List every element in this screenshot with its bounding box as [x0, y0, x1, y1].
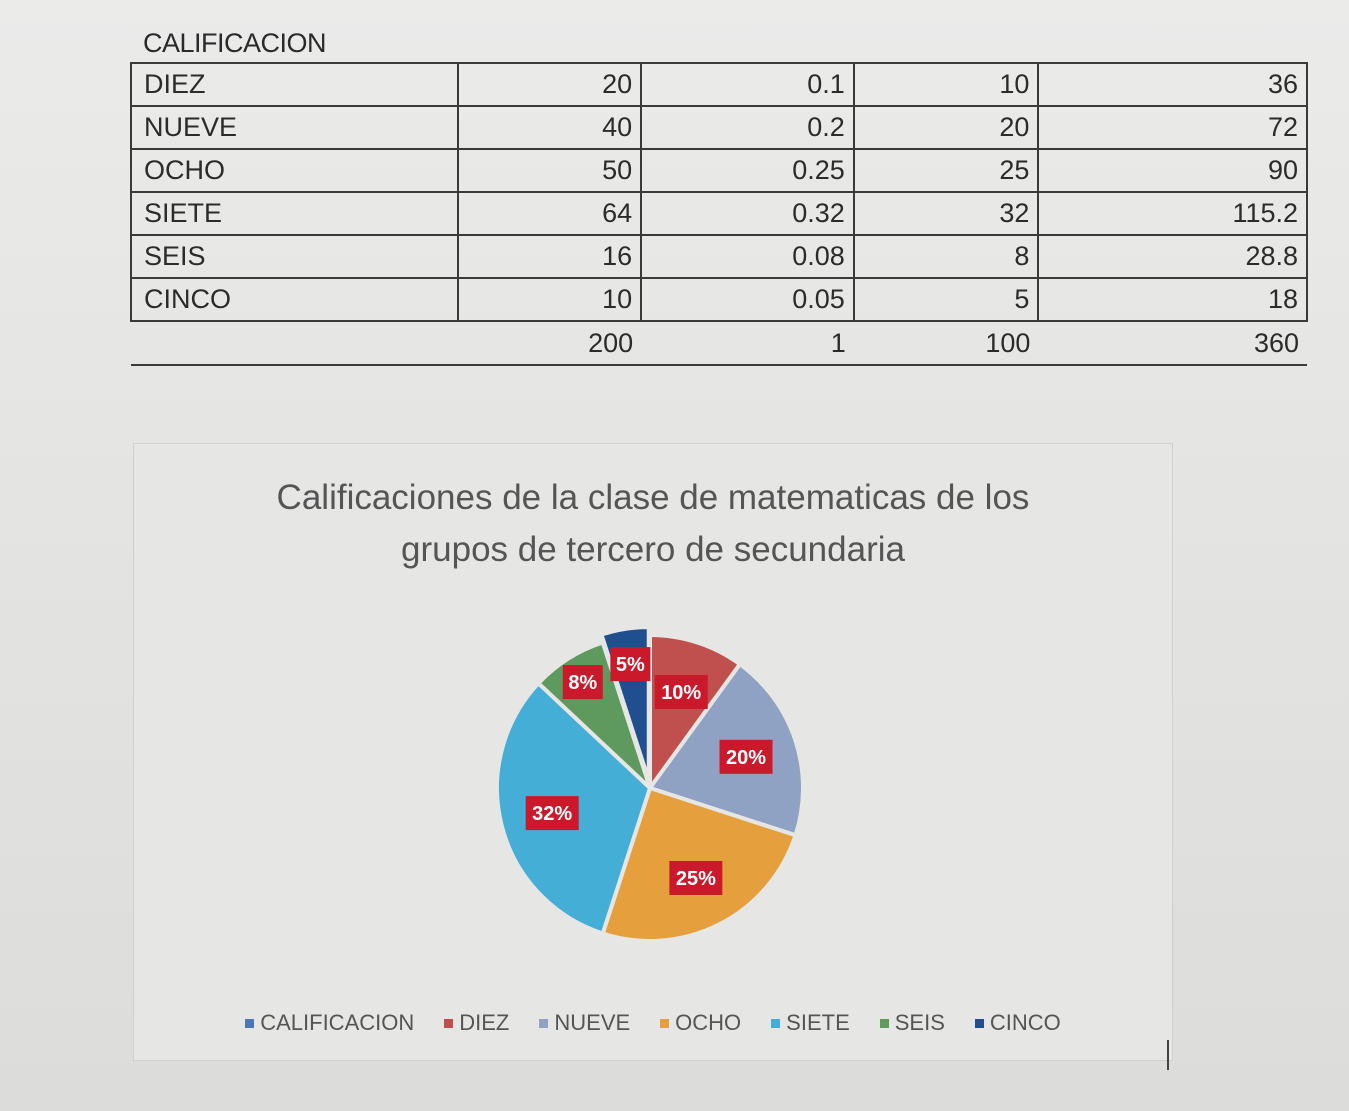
legend-label: SEIS — [894, 1010, 945, 1035]
table-cell[interactable]: 28.8 — [1037, 234, 1308, 279]
table-cell[interactable]: 40 — [457, 105, 643, 150]
legend-swatch — [245, 1018, 255, 1028]
row-label[interactable]: SEIS — [129, 234, 460, 279]
text-cursor — [1167, 1040, 1169, 1070]
table-row: SEIS 16 0.08 8 28.8 — [129, 234, 1308, 279]
row-label[interactable]: DIEZ — [129, 62, 460, 107]
data-label-text: 32% — [532, 803, 572, 825]
table-cell[interactable]: 10 — [457, 277, 643, 322]
data-label-box — [654, 674, 708, 709]
legend-label: SIETE — [786, 1010, 850, 1035]
legend-label: OCHO — [675, 1010, 742, 1035]
table-cell[interactable] — [131, 321, 459, 366]
data-label-box — [669, 860, 723, 895]
table-cell[interactable]: 72 — [1037, 105, 1308, 150]
data-label-text: 20% — [726, 747, 766, 769]
legend-item[interactable]: OCHO — [660, 1010, 741, 1036]
legend-swatch — [444, 1018, 454, 1028]
table-cell[interactable]: 5 — [852, 277, 1040, 322]
data-label-box — [525, 796, 579, 831]
table-row: CINCO 10 0.05 5 18 — [129, 277, 1308, 322]
table-row: SIETE 64 0.32 32 115.2 — [129, 191, 1308, 236]
legend-swatch — [539, 1018, 549, 1028]
table-cell[interactable]: 20 — [852, 105, 1040, 150]
grades-table-body: DIEZ 20 0.1 10 36 NUEVE 40 0.2 20 72 OCHO 50 0.25 25 9… — [129, 62, 1308, 366]
legend-swatch — [879, 1018, 889, 1028]
legend-label: DIEZ — [459, 1010, 510, 1035]
pie-chart-plot: 10% 20% 25% 32% 8% 5% — [495, 625, 805, 943]
data-label-text: 25% — [676, 868, 716, 890]
table-cell[interactable]: 90 — [1037, 148, 1308, 193]
data-label-text: 8% — [568, 672, 597, 694]
table-cell[interactable]: 18 — [1037, 277, 1308, 322]
table-cell[interactable]: 50 — [457, 148, 643, 193]
table-cell[interactable]: 20 — [457, 62, 643, 107]
data-label: 10% — [654, 674, 708, 709]
pie-slice-diez[interactable] — [648, 632, 743, 795]
row-label[interactable]: SIETE — [129, 191, 460, 236]
total-cell[interactable]: 1 — [641, 321, 854, 366]
table-cell[interactable]: 32 — [852, 191, 1040, 236]
data-label-box — [562, 665, 603, 700]
data-label-box — [610, 647, 651, 682]
pie-chart: Calificaciones de la clase de matematica… — [133, 443, 1173, 1061]
table-cell[interactable]: 64 — [457, 191, 643, 236]
data-label: 8% — [562, 665, 603, 700]
chart-legend: CALIFICACION DIEZ NUEVE OCHO SIETE SEIS CINCO — [134, 1010, 1172, 1036]
table-cell[interactable]: 115.2 — [1037, 191, 1308, 236]
table-cell[interactable]: 0.08 — [640, 234, 855, 279]
row-label[interactable]: OCHO — [129, 148, 460, 193]
chart-title: Calificaciones de la clase de matematica… — [276, 478, 1030, 569]
legend-swatch — [771, 1018, 781, 1028]
sheet-title: CALIFICACION — [143, 28, 327, 58]
table-row: NUEVE 40 0.2 20 72 — [129, 105, 1308, 150]
legend-item[interactable]: CALIFICACION — [245, 1010, 414, 1036]
data-label-text: 10% — [661, 682, 701, 704]
table-cell[interactable]: 0.2 — [640, 105, 855, 150]
table-row: OCHO 50 0.25 25 90 — [129, 148, 1308, 193]
table-cell[interactable]: 36 — [1037, 62, 1308, 107]
table-cell[interactable]: 25 — [852, 148, 1040, 193]
legend-item[interactable]: DIEZ — [444, 1010, 509, 1036]
data-label: 5% — [610, 647, 651, 682]
legend-item[interactable]: CINCO — [974, 1010, 1061, 1036]
data-label: 25% — [669, 860, 723, 895]
row-label[interactable]: CINCO — [129, 277, 460, 322]
legend-label: CINCO — [989, 1010, 1061, 1035]
legend-item[interactable]: NUEVE — [539, 1010, 630, 1036]
total-cell[interactable]: 100 — [853, 321, 1039, 366]
total-cell[interactable]: 360 — [1038, 321, 1307, 366]
grades-table: DIEZ 20 0.1 10 36 NUEVE 40 0.2 20 72 OCHO 50 0.25 25 9… — [129, 62, 1308, 366]
legend-item[interactable]: SIETE — [771, 1010, 850, 1036]
legend-swatch — [974, 1018, 984, 1028]
legend-item[interactable]: SEIS — [879, 1010, 945, 1036]
legend-swatch — [660, 1018, 670, 1028]
data-label: 32% — [525, 796, 579, 831]
data-label-box — [719, 739, 773, 774]
totals-row: 200 1 100 360 — [131, 321, 1307, 366]
data-label: 20% — [719, 739, 773, 774]
table-cell[interactable]: 0.05 — [640, 277, 855, 322]
data-label-text: 5% — [616, 654, 645, 676]
table-cell[interactable]: 0.25 — [640, 148, 855, 193]
table-cell[interactable]: 10 — [852, 62, 1040, 107]
table-cell[interactable]: 16 — [457, 234, 643, 279]
row-label[interactable]: NUEVE — [129, 105, 460, 150]
total-cell[interactable]: 200 — [458, 321, 642, 366]
legend-label: CALIFICACION — [260, 1010, 415, 1035]
table-cell[interactable]: 0.1 — [640, 62, 855, 107]
table-row: DIEZ 20 0.1 10 36 — [129, 62, 1308, 107]
legend-label: NUEVE — [554, 1010, 631, 1035]
table-cell[interactable]: 0.32 — [640, 191, 855, 236]
table-cell[interactable]: 8 — [852, 234, 1040, 279]
